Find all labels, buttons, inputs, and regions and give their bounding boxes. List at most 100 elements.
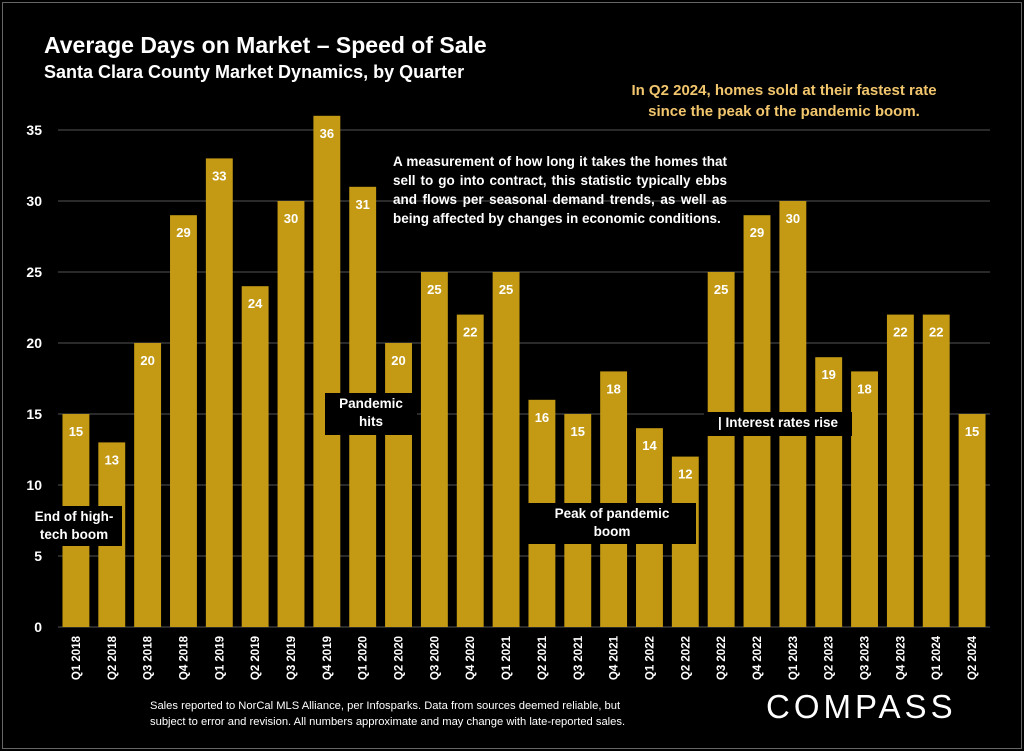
annotation-text: boom [593, 524, 631, 539]
x-tick-label: Q1 2020 [358, 636, 370, 680]
chart-title: Average Days on Market – Speed of Sale [44, 32, 487, 58]
bar-q2-2023 [815, 357, 843, 627]
x-tick-label: Q2 2019 [250, 636, 262, 680]
bar-q2-2019 [241, 286, 269, 627]
y-tick-label: 25 [26, 264, 42, 280]
x-tick-label: Q2 2018 [107, 635, 119, 680]
bar-q3-2020 [420, 272, 448, 627]
bar-chart: 0 5 10 15 20 25 30 35 15 13 20 29 33 24 30 36 31 20 25 22 2… [26, 115, 990, 680]
bar-value-label: 25 [714, 282, 728, 297]
x-tick-label: Q1 2022 [644, 636, 656, 680]
bar-value-label: 25 [427, 282, 441, 297]
bar-q2-2020 [385, 343, 412, 627]
bar-q4-2021 [600, 371, 628, 627]
bar-q3-2019 [277, 201, 305, 627]
bar-value-label: 20 [391, 353, 405, 368]
chart-subtitle: Santa Clara County Market Dynamics, by Q… [44, 62, 465, 82]
x-tick-label: Q4 2023 [895, 636, 907, 680]
annotation-end-of-tech-boom: End of high- tech boom [26, 506, 122, 546]
annotation-pandemic-hits: Pandemic hits [325, 393, 417, 435]
bar-q1-2021 [492, 272, 520, 627]
compass-logo: COMPASS [766, 688, 957, 725]
footer-line-1: Sales reported to NorCal MLS Alliance, p… [150, 700, 621, 712]
x-tick-label: Q3 2020 [429, 636, 441, 680]
bar-q4-2023 [886, 314, 914, 627]
bar-value-label: 13 [105, 452, 119, 467]
bar-value-label: 22 [893, 325, 907, 340]
x-tick-label: Q1 2024 [931, 635, 943, 680]
callout-note: In Q2 2024, homes sold at their fastest … [606, 80, 962, 122]
x-tick-label: Q3 2018 [143, 635, 155, 680]
x-tick-label: Q3 2021 [573, 635, 585, 680]
y-axis-ticks: 0 5 10 15 20 25 30 35 [26, 122, 42, 635]
bar-q3-2018 [134, 343, 162, 627]
bar-q4-2020 [456, 314, 484, 627]
bar-value-label: 18 [606, 381, 620, 396]
bar-value-label: 22 [463, 325, 477, 340]
bar-value-label: 15 [965, 424, 979, 439]
bar-q3-2023 [851, 371, 878, 627]
bar-q1-2024 [922, 314, 950, 627]
bar-value-label: 33 [212, 168, 226, 183]
annotation-text: | Interest rates rise [717, 415, 839, 430]
footer-line-2: subject to error and revision. All numbe… [150, 716, 626, 728]
bar-value-label: 19 [821, 367, 835, 382]
annotation-text: hits [358, 414, 383, 429]
bar-value-label: 22 [929, 325, 943, 340]
bar-value-label: 18 [857, 381, 871, 396]
y-tick-label: 5 [34, 548, 42, 564]
x-tick-label: Q4 2021 [609, 635, 621, 680]
callout-line-2: since the peak of the pandemic boom. [648, 103, 920, 120]
bar-value-label: 14 [642, 438, 657, 453]
x-tick-label: Q4 2019 [322, 636, 334, 680]
annotation-text: End of high- [34, 509, 114, 524]
bar-value-label: 36 [320, 126, 334, 141]
bar-value-label: 12 [678, 467, 692, 482]
bar-value-label: 30 [284, 211, 298, 226]
bar-value-label: 15 [69, 424, 83, 439]
bar-value-label: 20 [140, 353, 154, 368]
bar-value-labels: 15 13 20 29 33 24 30 36 31 20 25 22 25 16 15 18 14 12 25 29… [69, 126, 980, 482]
bar-value-label: 30 [786, 211, 800, 226]
bar-value-label: 25 [499, 282, 513, 297]
x-tick-label: Q1 2023 [788, 636, 800, 680]
bar-value-label: 31 [355, 197, 369, 212]
y-tick-label: 35 [26, 122, 42, 138]
x-tick-label: Q3 2022 [716, 636, 728, 680]
x-tick-label: Q2 2023 [824, 636, 836, 680]
y-tick-label: 30 [26, 193, 42, 209]
bar-q1-2019 [205, 158, 233, 627]
bar-value-label: 29 [750, 225, 764, 240]
y-tick-label: 15 [26, 406, 42, 422]
y-tick-label: 20 [26, 335, 42, 351]
annotation-pandemic-peak: Peak of pandemic boom [528, 503, 696, 544]
x-tick-label: Q2 2022 [680, 636, 692, 680]
bar-q3-2022 [707, 272, 735, 627]
bar-q4-2018 [170, 215, 197, 627]
x-tick-label: Q2 2021 [537, 635, 549, 680]
bar-value-label: 29 [176, 225, 190, 240]
x-axis-ticks: Q1 2018 Q2 2018 Q3 2018 Q4 2018 Q1 2019 Q2 20… [71, 635, 979, 680]
bar-value-label: 16 [535, 410, 549, 425]
callout-line-1: In Q2 2024, homes sold at their fastest … [631, 82, 937, 99]
bar-value-label: 24 [248, 296, 263, 311]
bar-value-label: 15 [571, 424, 585, 439]
y-tick-label: 0 [34, 619, 42, 635]
y-tick-label: 10 [26, 477, 42, 493]
x-tick-label: Q4 2022 [752, 636, 764, 680]
annotation-text: Pandemic [339, 396, 403, 411]
x-tick-label: Q1 2018 [71, 635, 83, 680]
annotation-text: Peak of pandemic [554, 506, 670, 521]
x-tick-label: Q1 2019 [214, 636, 226, 680]
x-tick-label: Q4 2018 [178, 635, 190, 680]
x-tick-label: Q4 2020 [465, 636, 477, 680]
x-tick-label: Q1 2021 [501, 635, 513, 680]
bar-q4-2019 [313, 115, 341, 628]
bar-q2-2024 [958, 414, 986, 627]
x-tick-label: Q3 2019 [286, 636, 298, 680]
chart-description: A measurement of how long it takes the h… [393, 154, 727, 226]
x-tick-label: Q3 2023 [860, 636, 872, 680]
annotation-text: tech boom [39, 527, 109, 542]
x-tick-label: Q2 2020 [394, 636, 406, 680]
